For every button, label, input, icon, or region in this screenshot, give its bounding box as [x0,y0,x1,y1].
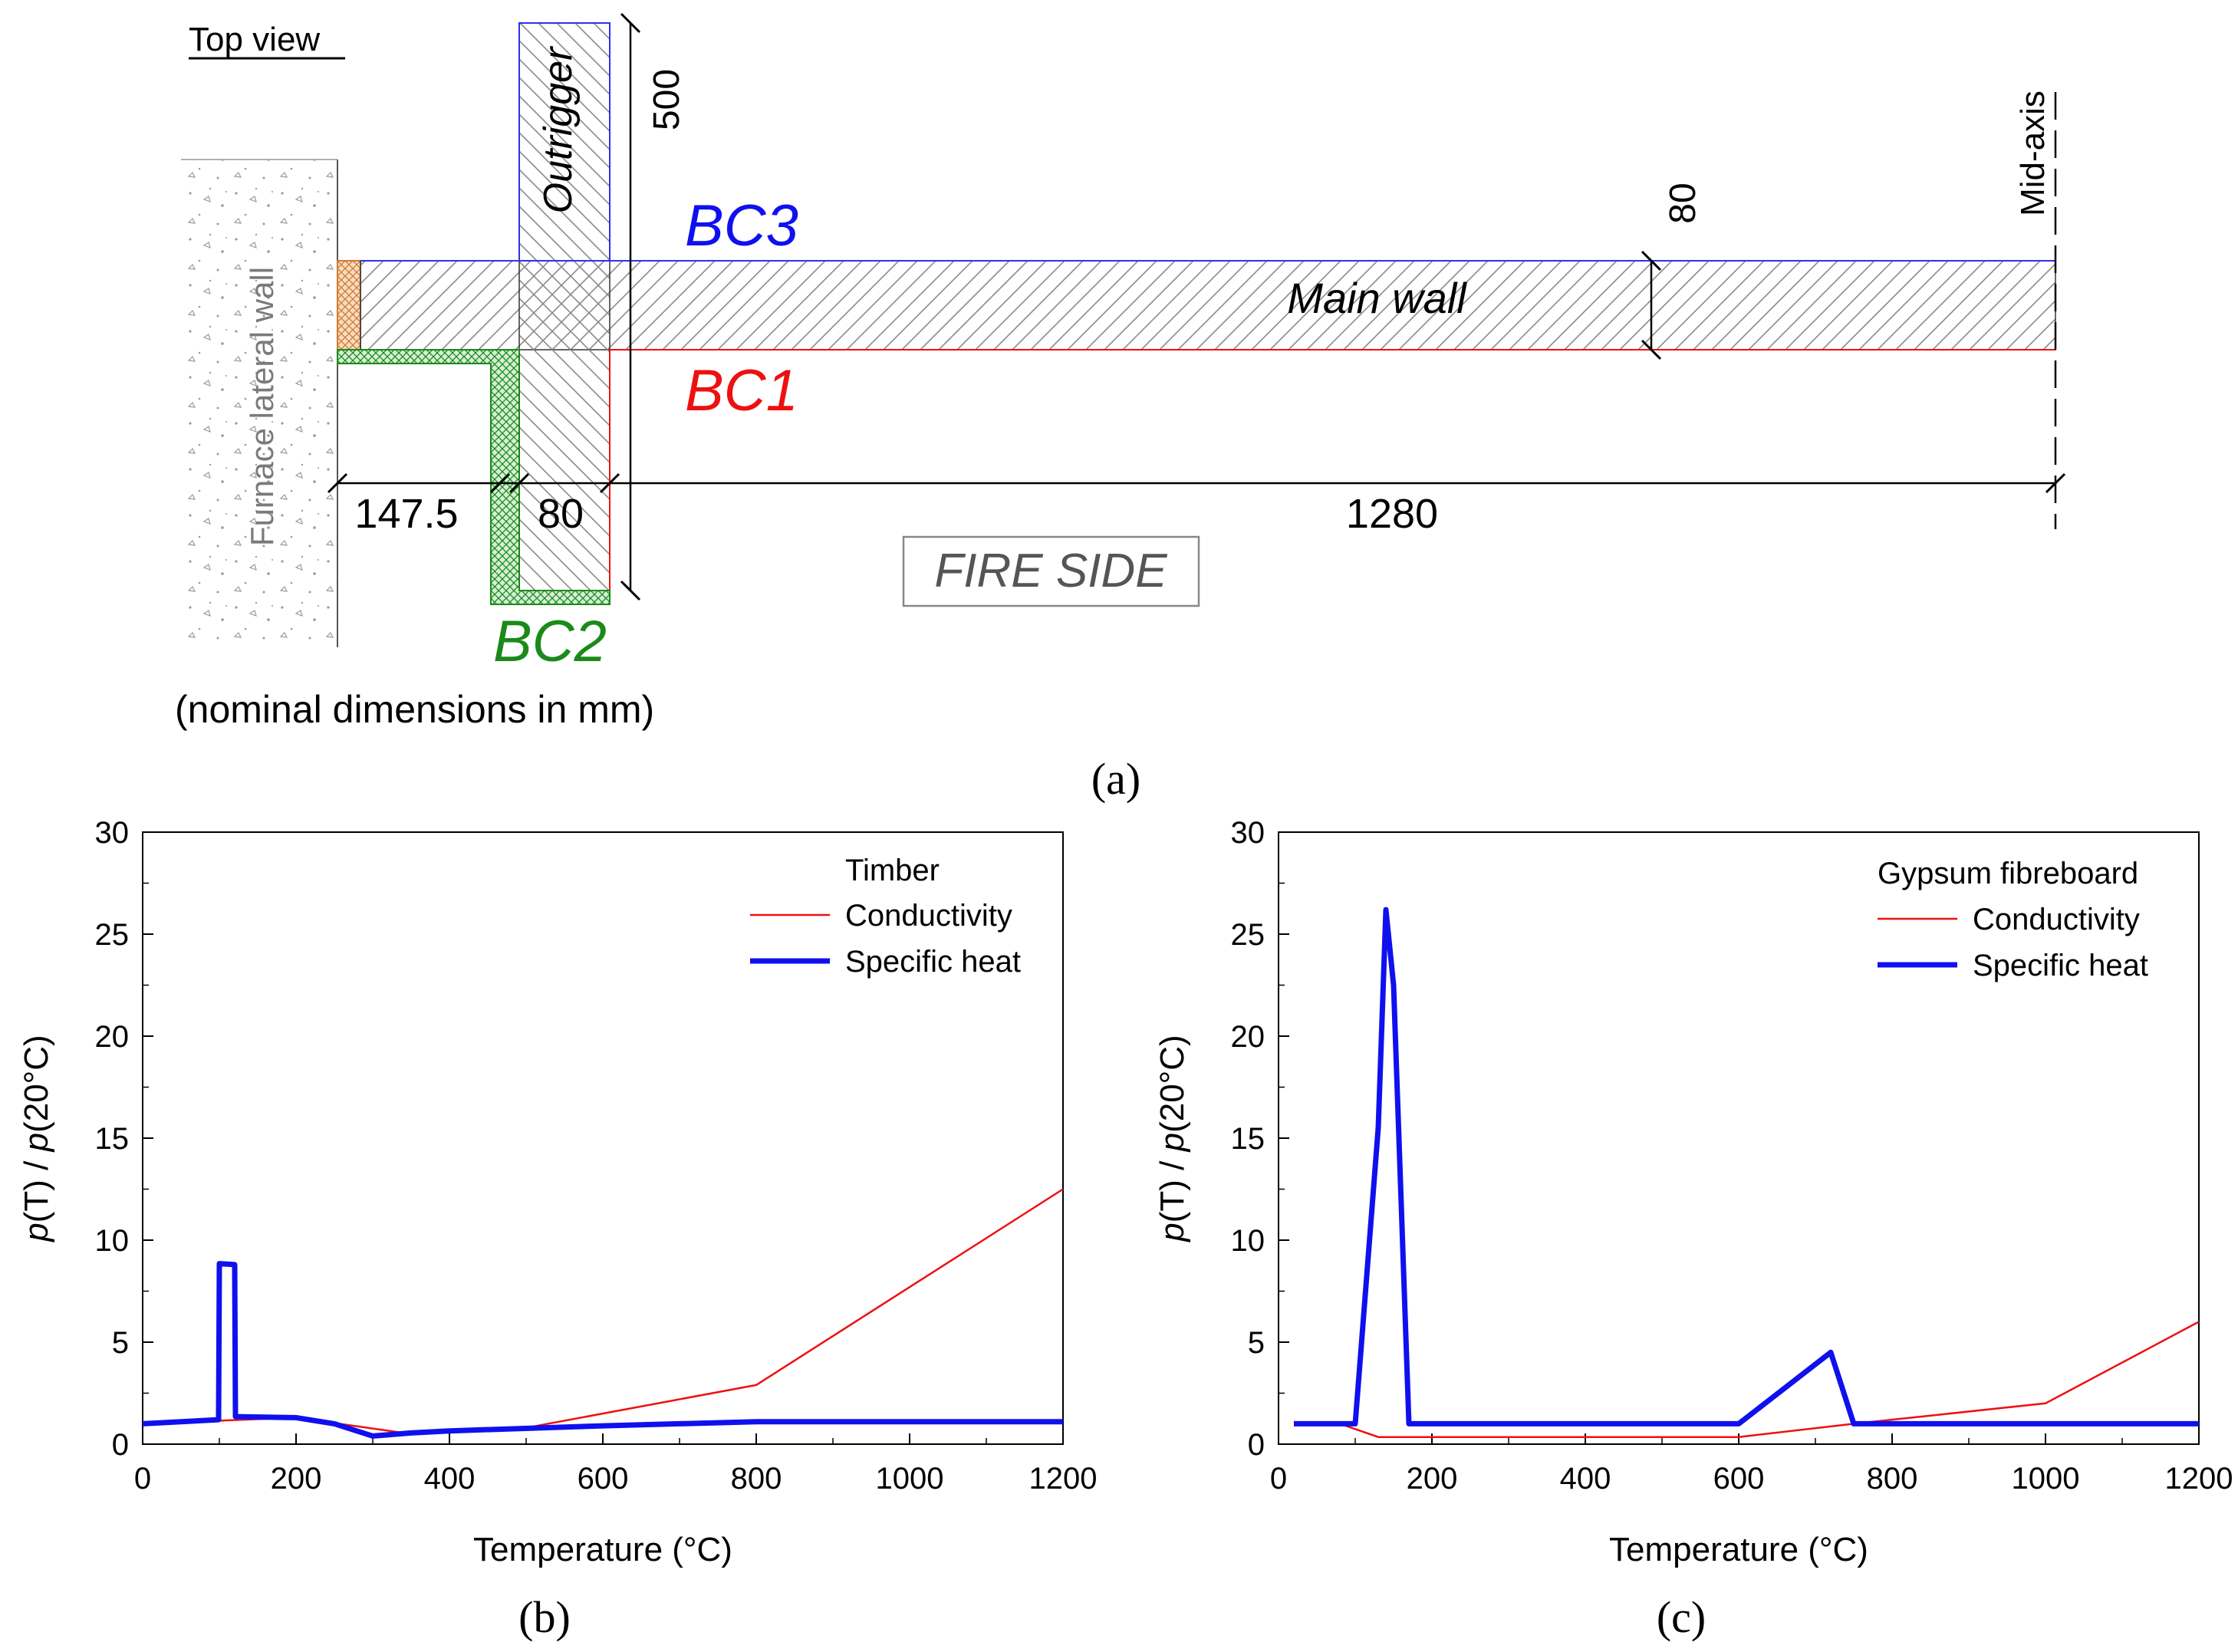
dim-1280: 1280 [1346,491,1438,537]
chart-c-y-tick-label: 5 [1248,1326,1265,1360]
chart-b-x-axis-label: Temperature (°C) [473,1531,732,1568]
chart-b-x-tick-label: 1000 [876,1462,944,1496]
top-view-label: Top view [189,21,320,58]
chart-b-y-tick-label: 20 [95,1020,130,1054]
bc3-label: BC3 [685,193,798,258]
chart-b-series [142,1188,1064,1439]
chart-c-y-tick-label: 20 [1231,1020,1265,1054]
chart-c-y-tick-label: 10 [1231,1224,1265,1258]
chart-b-series-conductivity [142,1188,1064,1435]
chart-c-y-tick-label: 30 [1231,816,1265,850]
chart-c-x-tick-label: 0 [1270,1462,1287,1496]
chart-c-series-specific-heat [1294,907,2199,1427]
chart-c-y-tick-label: 15 [1231,1122,1265,1156]
main-wall [360,260,2056,350]
chart-b-legend-specific-heat: Specific heat [845,945,1021,979]
chart-c-x-tick-label: 200 [1407,1462,1458,1496]
bc2-board [337,349,611,605]
chart-c-x-tick-label: 600 [1713,1462,1765,1496]
chart-b-x-tick-label: 600 [578,1462,629,1496]
dim-147-5: 147.5 [354,491,458,537]
insulation-strip [337,260,361,350]
chart-b-x-tick-label: 800 [731,1462,782,1496]
chart-b-x-tick-label: 200 [271,1462,322,1496]
chart-b-y-tick-label: 0 [112,1428,129,1462]
chart-c-legend-specific-heat: Specific heat [1973,949,2148,982]
chart-b-y-tick-label: 10 [95,1224,130,1258]
chart-c-x-axis-label: Temperature (°C) [1609,1531,1868,1568]
chart-c-legend-title: Gypsum fibreboard [1878,857,2138,890]
panel-a-label: (a) [1091,754,1140,804]
chart-b-y-tick-label: 25 [95,918,130,952]
chart-b-y-tick-label: 15 [95,1122,130,1156]
furnace-wall-label: Furnace lateral wall [244,267,280,546]
dim-80: 80 [538,491,584,537]
chart-b-x-tick-label: 400 [424,1462,476,1496]
panel-c-label: (c) [1657,1592,1706,1642]
chart-b-x-tick-label: 1200 [1029,1462,1098,1496]
bc2-label: BC2 [493,609,607,674]
dim-500: 500 [647,69,687,130]
outrigger-bc3-outline [518,22,611,262]
chart-c-y-axis-label: p(T) / p(20°C) [1154,1035,1191,1242]
chart-c-x-tick-label: 1200 [2165,1462,2233,1496]
chart-c-x-tick-label: 400 [1560,1462,1611,1496]
fire-side-label: FIRE SIDE [934,545,1167,597]
chart-b-y-ticks: 0 5 10 15 20 25 30 [95,816,153,1462]
chart-c-series [1294,907,2200,1438]
chart-c-x-tick-label: 800 [1867,1462,1918,1496]
chart-b: 0 5 10 15 20 25 30 0 200 400 600 800 1000 1200 Timbe… [18,816,1097,1642]
chart-b-y-tick-label: 30 [95,816,130,850]
chart-b-y-axis-label: p(T) / p(20°C) [18,1035,55,1242]
panel-b-label: (b) [518,1592,571,1642]
chart-c-legend-conductivity: Conductivity [1973,903,2140,936]
chart-c-y-ticks: 0 5 10 15 20 25 30 [1231,816,1289,1462]
chart-b-x-ticks: 0 200 400 600 800 1000 1200 [134,1433,1098,1496]
chart-b-y-tick-label: 5 [112,1326,129,1360]
dim-80-right: 80 [1663,183,1703,223]
diagram-a: Furnace lateral wall 500 80 Mid-axis [175,12,2066,804]
fire-side-box [902,535,1200,607]
chart-b-legend-title: Timber [845,854,940,887]
main-wall-label: Main wall [1287,274,1467,322]
chart-c-x-tick-label: 1000 [2012,1462,2080,1496]
nominal-dimensions-note: (nominal dimensions in mm) [175,688,654,731]
chart-c: 0 5 10 15 20 25 30 0 200 400 600 800 1000 1200 Gypsu… [1154,816,2233,1642]
chart-c-y-tick-label: 0 [1248,1428,1265,1462]
furnace-wall [181,160,337,647]
chart-b-x-tick-label: 0 [134,1462,151,1496]
chart-b-legend-conductivity: Conductivity [845,899,1012,933]
chart-c-x-ticks: 0 200 400 600 800 1000 1200 [1270,1433,2233,1496]
chart-b-series-specific-heat [142,1261,1063,1439]
outrigger-label: Outrigger [536,45,581,213]
mid-axis-label: Mid-axis [2014,90,2052,216]
bc1-label: BC1 [685,358,798,423]
chart-c-y-tick-label: 25 [1231,918,1265,952]
